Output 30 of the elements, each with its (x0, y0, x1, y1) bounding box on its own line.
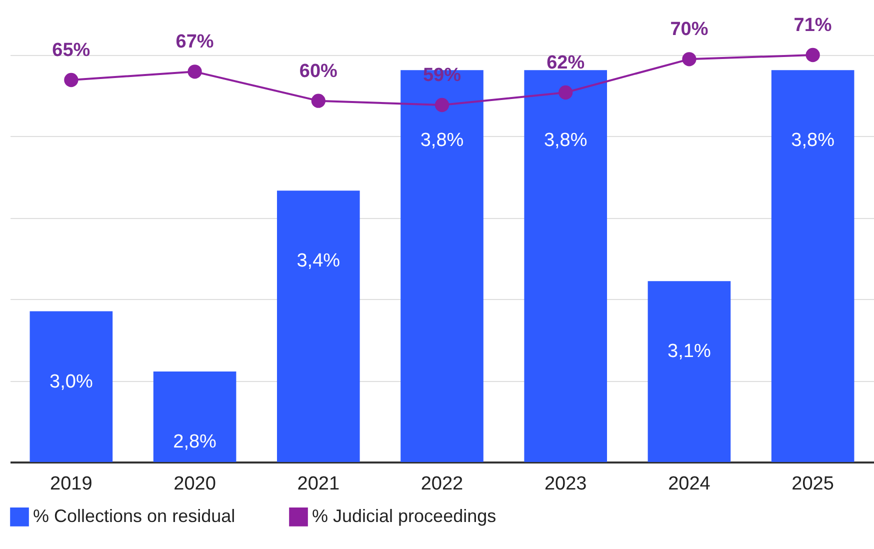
legend-label: % Collections on residual (33, 506, 236, 526)
x-tick-label: 2019 (50, 474, 92, 494)
x-tick-label: 2023 (544, 474, 587, 494)
point (806, 48, 820, 62)
point (558, 85, 573, 100)
data-label: 3,8% (791, 130, 835, 152)
data-label: 3,0% (50, 371, 93, 392)
x-tick-label: 2025 (792, 474, 834, 494)
data-label: 60% (299, 60, 338, 82)
point (64, 72, 78, 88)
x-tick-label: 2022 (420, 474, 464, 494)
point (188, 64, 202, 79)
data-label: 2,8% (173, 432, 217, 453)
x-tick-label: 2020 (174, 474, 216, 494)
point (434, 98, 450, 112)
x-tick-label: 2024 (668, 474, 711, 494)
data-label: 62% (546, 52, 585, 74)
data-label: 59% (422, 65, 462, 86)
point (311, 94, 326, 108)
x-tick-label: 2021 (297, 474, 340, 494)
point (682, 52, 696, 66)
data-label: 3,8% (420, 130, 464, 152)
data-label: 70% (670, 19, 708, 40)
data-label: 3,1% (668, 341, 711, 362)
legend-label: % Judicial proceedings (312, 506, 496, 526)
data-label: 3,8% (544, 130, 588, 152)
data-label: 67% (176, 32, 214, 53)
data-label: 3,4% (296, 250, 340, 272)
data-label: 65% (52, 40, 90, 61)
data-label: 71% (794, 15, 832, 36)
